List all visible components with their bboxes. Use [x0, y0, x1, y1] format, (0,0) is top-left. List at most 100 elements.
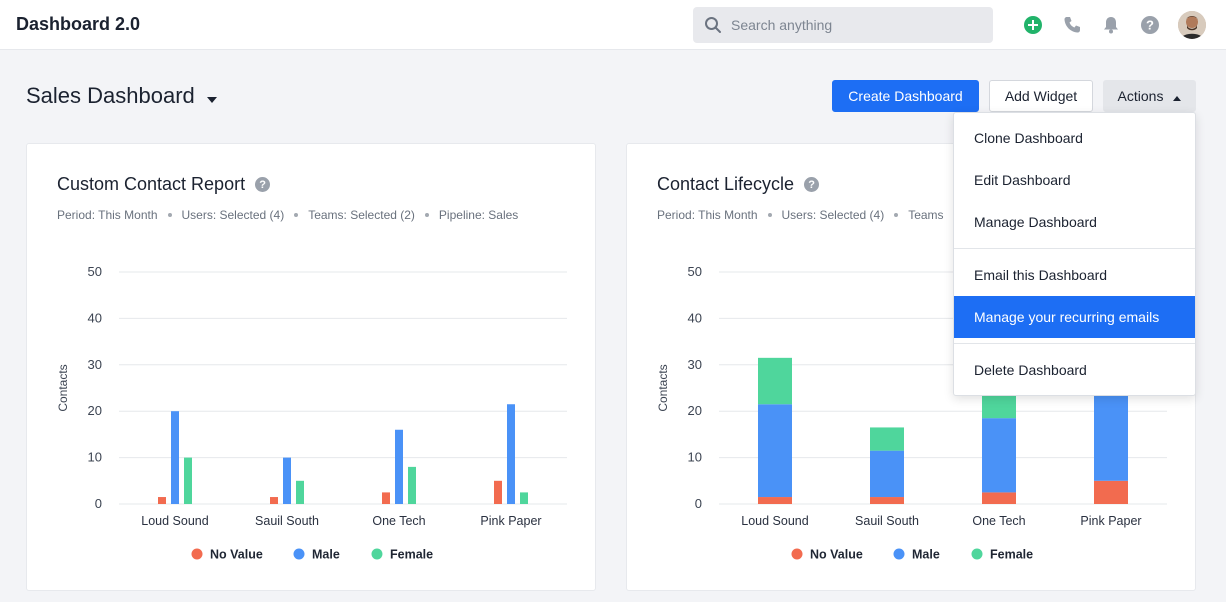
legend-swatch — [191, 548, 203, 560]
menu-divider — [954, 343, 1195, 344]
legend-label: Female — [390, 548, 433, 562]
help-icon[interactable]: ? — [1140, 15, 1160, 35]
stack-segment-no-value — [870, 497, 904, 504]
bar-male — [283, 457, 291, 504]
legend-swatch — [293, 548, 305, 560]
x-tick-label: Pink Paper — [1080, 514, 1141, 528]
bar-no-value — [158, 497, 166, 504]
x-tick-label: Sauil South — [255, 514, 319, 528]
menu-item-email-dashboard[interactable]: Email this Dashboard — [974, 267, 1108, 283]
separator-dot — [167, 213, 172, 217]
menu-item-clone-dashboard[interactable]: Clone Dashboard — [974, 130, 1083, 146]
y-tick-label: 20 — [688, 403, 702, 418]
search-box[interactable] — [693, 7, 993, 43]
x-tick-label: Pink Paper — [480, 514, 541, 528]
stack-segment-female — [870, 427, 904, 451]
separator-dot — [294, 213, 299, 217]
page-title: Sales Dashboard — [26, 83, 195, 108]
y-tick-label: 10 — [688, 450, 702, 465]
card-title: Contact Lifecycle — [657, 174, 795, 194]
help-icon[interactable]: ? — [255, 177, 271, 192]
filter-period: Period: This Month — [57, 208, 158, 222]
filter-period: Period: This Month — [657, 208, 758, 222]
bar-no-value — [494, 480, 502, 504]
separator-dot — [894, 213, 899, 217]
actions-button[interactable]: Actions — [1103, 80, 1196, 112]
bar-female — [184, 457, 192, 504]
y-tick-label: 0 — [95, 496, 102, 511]
bar-male — [395, 429, 403, 504]
svg-text:?: ? — [1146, 18, 1154, 33]
x-tick-label: One Tech — [972, 514, 1025, 528]
stack-segment-male — [1094, 381, 1128, 481]
create-dashboard-button[interactable]: Create Dashboard — [832, 80, 979, 112]
caret-down-icon — [206, 83, 217, 109]
legend-label: No Value — [810, 548, 863, 562]
legend-swatch — [971, 548, 983, 560]
legend-swatch — [371, 548, 383, 560]
bar-male — [171, 411, 179, 504]
top-bar: Dashboard 2.0 ? — [0, 0, 1226, 50]
y-tick-label: 30 — [688, 357, 702, 372]
menu-item-manage-dashboard[interactable]: Manage Dashboard — [974, 214, 1097, 230]
y-axis-label: Contacts — [656, 364, 670, 411]
dashboard-selector[interactable]: Sales Dashboard — [26, 83, 217, 109]
bar-male — [507, 404, 515, 504]
x-tick-label: Loud Sound — [141, 514, 208, 528]
stack-segment-no-value — [758, 497, 792, 504]
add-circle-icon[interactable] — [1023, 15, 1043, 35]
bell-icon[interactable] — [1101, 15, 1121, 35]
card-title: Custom Contact Report — [57, 174, 246, 194]
menu-item-manage-recurring-emails[interactable]: Manage your recurring emails — [954, 296, 1195, 338]
menu-item-edit-dashboard[interactable]: Edit Dashboard — [974, 172, 1071, 188]
y-tick-label: 50 — [88, 264, 102, 279]
legend-swatch — [893, 548, 905, 560]
bar-female — [520, 492, 528, 504]
filter-users: Users: Selected (4) — [781, 208, 885, 222]
y-tick-label: 30 — [88, 357, 102, 372]
card-filters: Period: This Month Users: Selected (4) T… — [57, 208, 518, 222]
app-title: Dashboard 2.0 — [16, 14, 141, 34]
filter-pipeline: Pipeline: Sales — [438, 208, 519, 222]
stack-segment-no-value — [982, 492, 1016, 504]
add-widget-button[interactable]: Add Widget — [989, 80, 1093, 112]
card-filters: Period: This Month Users: Selected (4) T… — [657, 208, 944, 222]
bar-female — [408, 466, 416, 504]
stack-segment-male — [982, 418, 1016, 493]
bar-female — [296, 480, 304, 504]
bar-no-value — [382, 492, 390, 504]
y-tick-label: 20 — [88, 403, 102, 418]
caret-up-icon — [1173, 88, 1182, 104]
filter-teams: Teams: Selected (2) — [308, 208, 415, 222]
legend-label: Male — [912, 548, 940, 562]
stack-segment-no-value — [1094, 480, 1128, 504]
avatar[interactable] — [1178, 11, 1206, 39]
x-tick-label: Loud Sound — [741, 514, 808, 528]
card-title-row: Custom Contact Report ? — [57, 174, 271, 195]
search-input[interactable] — [731, 7, 981, 43]
help-icon[interactable]: ? — [804, 177, 820, 192]
actions-label: Actions — [1117, 88, 1164, 104]
y-tick-label: 40 — [688, 310, 702, 325]
actions-menu: Clone Dashboard Edit Dashboard Manage Da… — [953, 112, 1196, 396]
card-title-row: Contact Lifecycle ? — [657, 174, 820, 195]
separator-dot — [767, 213, 772, 217]
legend-label: No Value — [210, 548, 263, 562]
stack-segment-male — [758, 404, 792, 498]
legend-label: Female — [990, 548, 1033, 562]
y-tick-label: 50 — [688, 264, 702, 279]
menu-divider — [954, 248, 1195, 249]
filter-teams: Teams — [908, 208, 944, 222]
y-tick-label: 10 — [88, 450, 102, 465]
y-tick-label: 0 — [695, 496, 702, 511]
separator-dot — [424, 213, 429, 217]
bar-no-value — [270, 497, 278, 504]
menu-item-delete-dashboard[interactable]: Delete Dashboard — [974, 362, 1087, 378]
grouped-bar-chart: 0 10 20 30 40 50 Contacts Loud Sound Sauil South… — [56, 264, 567, 562]
stack-segment-female — [758, 357, 792, 405]
y-tick-label: 40 — [88, 310, 102, 325]
x-tick-label: One Tech — [372, 514, 425, 528]
phone-icon[interactable] — [1062, 15, 1082, 35]
y-axis-label: Contacts — [56, 364, 70, 411]
filter-users: Users: Selected (4) — [181, 208, 285, 222]
